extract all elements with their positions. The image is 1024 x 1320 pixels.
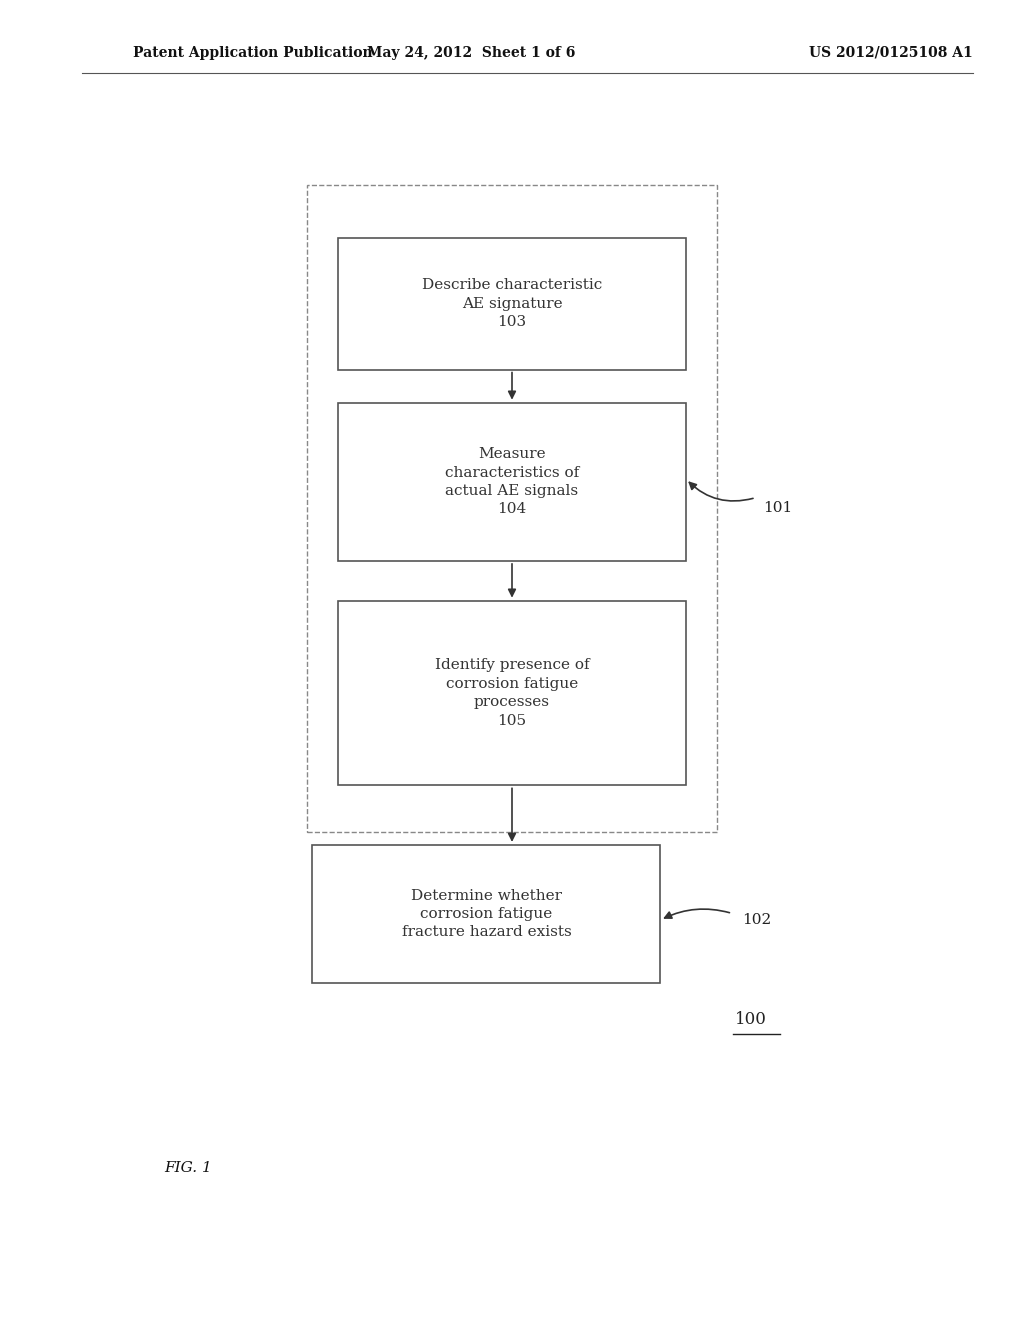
Text: FIG. 1: FIG. 1 xyxy=(164,1162,212,1175)
FancyBboxPatch shape xyxy=(338,238,686,370)
Text: 102: 102 xyxy=(742,913,772,927)
Text: 100: 100 xyxy=(735,1011,767,1027)
Text: May 24, 2012  Sheet 1 of 6: May 24, 2012 Sheet 1 of 6 xyxy=(367,46,575,59)
Text: Patent Application Publication: Patent Application Publication xyxy=(133,46,373,59)
FancyBboxPatch shape xyxy=(338,601,686,785)
Text: 101: 101 xyxy=(763,502,793,515)
FancyBboxPatch shape xyxy=(312,845,660,983)
Text: Determine whether
corrosion fatigue
fracture hazard exists: Determine whether corrosion fatigue frac… xyxy=(401,888,571,940)
Text: US 2012/0125108 A1: US 2012/0125108 A1 xyxy=(809,46,973,59)
FancyBboxPatch shape xyxy=(338,403,686,561)
Text: Identify presence of
corrosion fatigue
processes
105: Identify presence of corrosion fatigue p… xyxy=(434,659,590,727)
Text: Describe characteristic
AE signature
103: Describe characteristic AE signature 103 xyxy=(422,279,602,329)
Text: Measure
characteristics of
actual AE signals
104: Measure characteristics of actual AE sig… xyxy=(444,447,580,516)
